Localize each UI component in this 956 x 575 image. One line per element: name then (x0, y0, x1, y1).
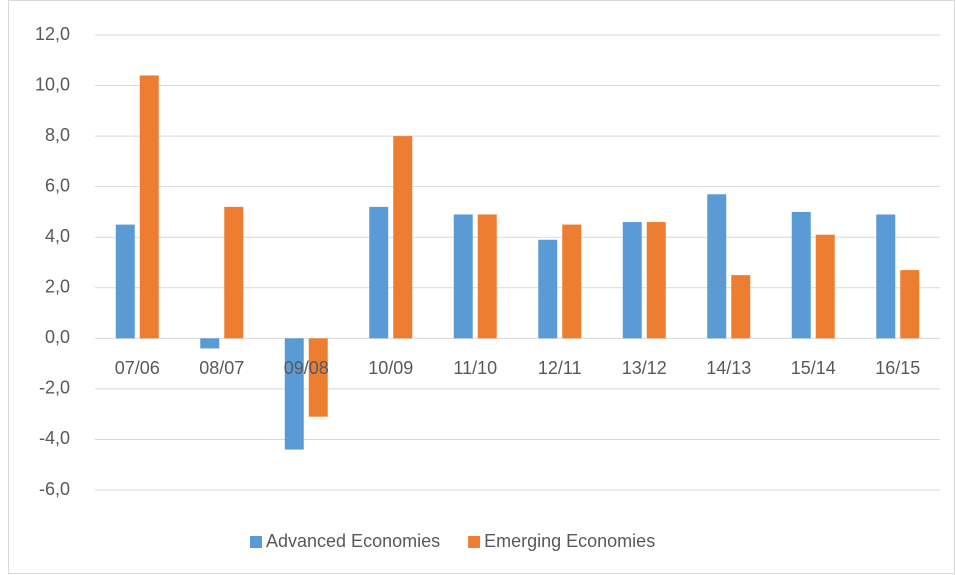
bar (707, 194, 727, 339)
x-tick-label: 09/08 (284, 358, 329, 378)
y-tick-label: 12,0 (35, 24, 70, 44)
x-tick-label: 13/12 (622, 358, 667, 378)
bar (731, 275, 751, 339)
legend-swatch (250, 536, 262, 548)
bar (562, 224, 582, 339)
bar (815, 234, 835, 339)
bar (308, 338, 328, 417)
bar (200, 338, 220, 349)
bar (393, 136, 413, 339)
x-tick-label: 15/14 (791, 358, 836, 378)
bar (369, 206, 389, 339)
chart-frame (8, 0, 955, 574)
y-tick-label: -6,0 (39, 479, 70, 499)
bar (538, 239, 558, 339)
x-tick-label: 08/07 (199, 358, 244, 378)
bar (284, 338, 304, 450)
x-tick-label: 10/09 (368, 358, 413, 378)
x-tick-label: 07/06 (115, 358, 160, 378)
legend-label: Emerging Economies (484, 531, 655, 551)
y-tick-label: -4,0 (39, 428, 70, 448)
y-tick-label: 6,0 (45, 175, 70, 195)
y-tick-label: 2,0 (45, 277, 70, 297)
bar (646, 222, 666, 339)
y-tick-label: 10,0 (35, 74, 70, 94)
bar (791, 211, 811, 339)
legend-swatch (468, 536, 481, 548)
bar (477, 214, 497, 339)
y-tick-label: 0,0 (45, 327, 70, 347)
x-tick-label: 14/13 (706, 358, 751, 378)
bar (453, 214, 473, 339)
bar (900, 270, 920, 339)
legend-label: Advanced Economies (266, 531, 440, 551)
x-tick-label: 12/11 (538, 358, 582, 378)
bar (139, 75, 159, 339)
bar (622, 222, 642, 339)
bar (224, 206, 244, 339)
y-tick-label: -2,0 (39, 378, 70, 398)
x-tick-label: 16/15 (875, 358, 920, 378)
y-tick-label: 8,0 (45, 125, 70, 145)
bar (876, 214, 896, 339)
y-tick-label: 4,0 (45, 226, 70, 246)
bar (115, 224, 135, 339)
x-tick-label: 11/10 (453, 358, 497, 378)
